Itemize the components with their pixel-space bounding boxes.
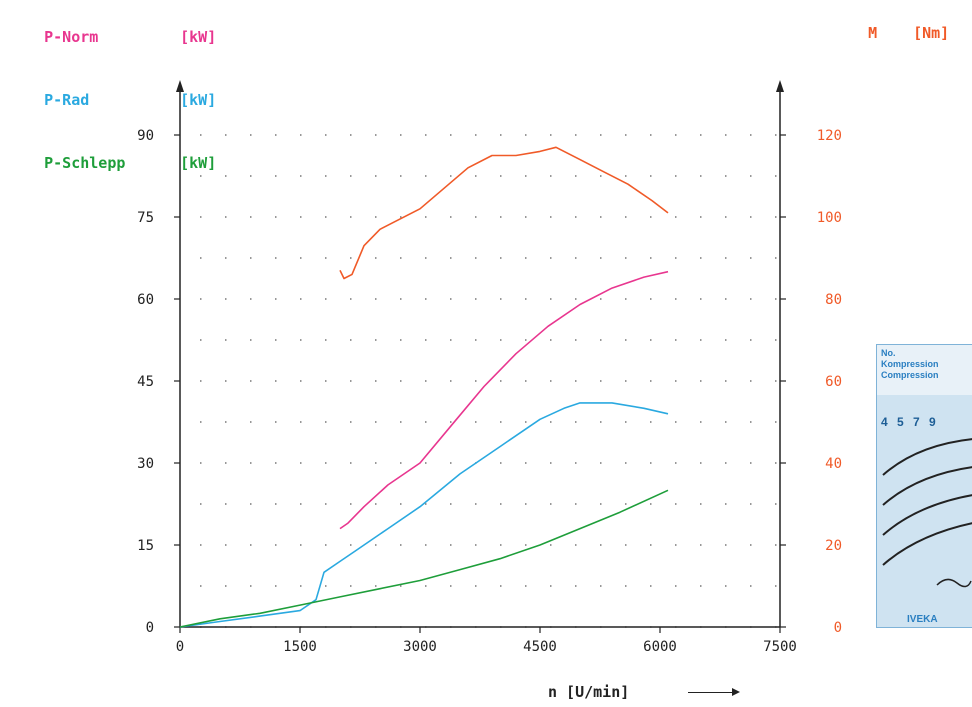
x-tick-label: 3000 (403, 639, 437, 655)
y-right-tick-label: 40 (825, 456, 842, 472)
y-left-tick-label: 90 (137, 128, 154, 144)
stamp-line-no: No. (881, 348, 896, 358)
y-axis-left-arrow (176, 80, 184, 92)
stamp-header: No. Kompression Compression (877, 345, 972, 395)
y-right-tick-label: 100 (817, 210, 842, 226)
test-stamp-image: No. Kompression Compression 4 5 7 9 IVEK… (876, 344, 972, 628)
y-left-tick-label: 0 (146, 620, 154, 636)
series-line-p-schlepp (179, 489, 669, 628)
x-axis-title-arrow (688, 688, 740, 696)
y-axis-right-arrow (776, 80, 784, 92)
y-right-tick-label: 80 (825, 292, 842, 308)
stamp-curves (882, 438, 972, 588)
legend-unit-p-norm: [kW] (180, 28, 217, 46)
y-right-tick-label: 20 (825, 538, 842, 554)
stamp-brand: IVEKA (907, 614, 938, 625)
y-left-tick-label: 60 (137, 292, 154, 308)
y-left-tick-label: 45 (137, 374, 154, 390)
stamp-line-compression: Compression (881, 370, 939, 380)
y-right-tick-label: 60 (825, 374, 842, 390)
y-right-tick-label: 120 (817, 128, 842, 144)
torque-axis-unit: [Nm] (913, 24, 950, 42)
y-left-tick-label: 15 (137, 538, 154, 554)
legend-name-p-schlepp: P-Schlepp (44, 154, 126, 172)
x-tick-label: 1500 (283, 639, 317, 655)
y-left-tick-label: 75 (137, 210, 154, 226)
x-tick-label: 0 (176, 639, 184, 655)
legend-item-p-schlepp: P-Schlepp [kW] (8, 132, 216, 195)
x-tick-label: 6000 (643, 639, 677, 655)
series-line-p-rad (179, 402, 669, 628)
legend-name-p-rad: P-Rad (44, 91, 90, 109)
x-axis-title: n [U/min] (548, 683, 630, 701)
y-right-tick-label: 0 (834, 620, 842, 636)
legend-item-p-norm: P-Norm [kW] (8, 6, 216, 69)
legend-name-p-norm: P-Norm (44, 28, 99, 46)
legend-unit-p-rad: [kW] (180, 91, 217, 109)
chart-legend: P-Norm [kW] P-Rad [kW] P-Schlepp [kW] (8, 6, 216, 195)
legend-item-p-rad: P-Rad [kW] (8, 69, 216, 132)
series-line-p-norm (339, 270, 669, 530)
legend-unit-p-schlepp: [kW] (180, 154, 217, 172)
y-left-tick-label: 30 (137, 456, 154, 472)
stamp-line-kompression: Kompression (881, 359, 939, 369)
stamp-numbers: 4 5 7 9 (881, 415, 939, 429)
torque-axis-heading: M [Nm] (850, 6, 949, 42)
torque-axis-name: M (868, 24, 878, 42)
series-line-m (339, 146, 669, 280)
x-tick-label: 4500 (523, 639, 557, 655)
x-tick-label: 7500 (763, 639, 797, 655)
